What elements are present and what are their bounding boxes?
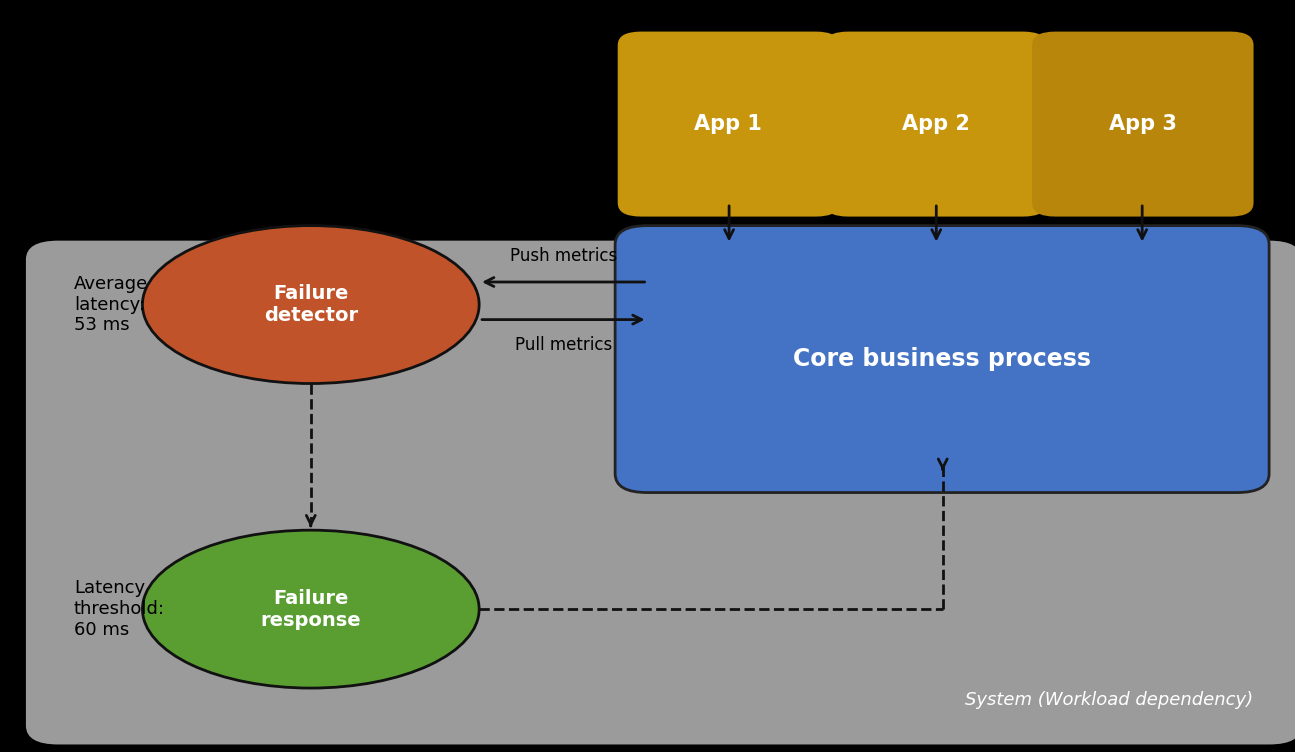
Text: App 1: App 1 bbox=[694, 114, 763, 134]
Text: Latency
threshold:
60 ms: Latency threshold: 60 ms bbox=[74, 579, 164, 639]
Ellipse shape bbox=[142, 530, 479, 688]
Text: App 2: App 2 bbox=[901, 114, 970, 134]
FancyBboxPatch shape bbox=[618, 32, 839, 217]
Ellipse shape bbox=[142, 226, 479, 384]
Text: Push metrics: Push metrics bbox=[510, 247, 616, 265]
FancyBboxPatch shape bbox=[615, 226, 1269, 493]
Text: Core business process: Core business process bbox=[793, 347, 1092, 371]
FancyBboxPatch shape bbox=[1032, 32, 1254, 217]
Text: System (Workload dependency): System (Workload dependency) bbox=[966, 691, 1254, 709]
Text: Failure
response: Failure response bbox=[260, 589, 361, 629]
Text: App 3: App 3 bbox=[1109, 114, 1177, 134]
FancyBboxPatch shape bbox=[26, 241, 1295, 744]
Text: Average
latency:
53 ms: Average latency: 53 ms bbox=[74, 274, 148, 335]
Text: Failure
detector: Failure detector bbox=[264, 284, 357, 325]
Text: Pull metrics: Pull metrics bbox=[514, 336, 613, 354]
FancyBboxPatch shape bbox=[825, 32, 1046, 217]
